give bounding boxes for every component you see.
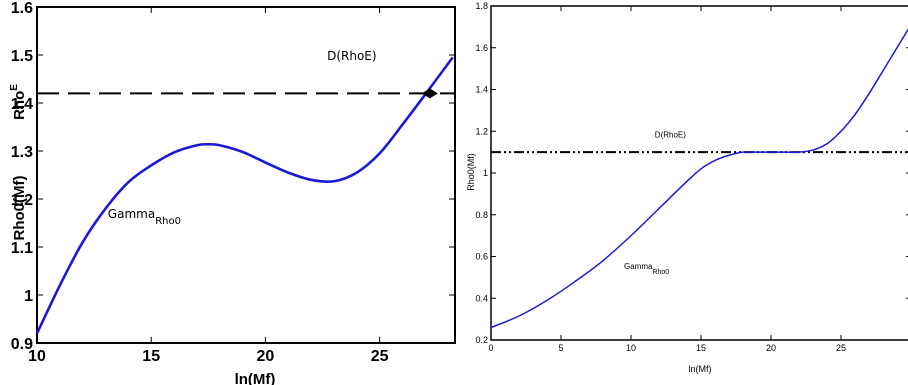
- y-tick-label: 1.4: [475, 85, 488, 95]
- y-axis-label: Rho0(Mf): [11, 176, 28, 241]
- intersection-marker: [421, 88, 438, 99]
- y-tick-label: 1.1: [11, 240, 33, 257]
- y-tick-label: 0.6: [475, 252, 488, 262]
- y-tick-label: 0.2: [475, 335, 488, 345]
- x-tick-label: 0: [488, 343, 493, 353]
- y-tick-label: 1: [483, 168, 488, 178]
- y-tick-label: 1.8: [475, 1, 488, 11]
- y-tick-label: 1.6: [475, 43, 488, 53]
- annotation: D(RhoE): [327, 49, 376, 63]
- x-tick-label: 20: [257, 348, 275, 365]
- x-tick-label: 25: [371, 348, 389, 365]
- y-tick-label: 0.8: [475, 210, 488, 220]
- y-tick-label: 1: [24, 288, 33, 305]
- y-axis-label: Rho0(Mf): [466, 153, 476, 191]
- annotation: GammaRho0: [108, 207, 181, 227]
- x-tick-label: 20: [766, 343, 776, 353]
- x-tick-label: 15: [696, 343, 706, 353]
- y-tick-label: 1.6: [11, 0, 33, 17]
- y-axis-label-rho-e: RhoE: [9, 84, 28, 120]
- data-series-line: [35, 56, 454, 334]
- y-tick-label: 0.9: [11, 336, 33, 353]
- x-tick-label: 25: [836, 343, 846, 353]
- x-tick-label: 5: [558, 343, 563, 353]
- y-tick-label: 1.2: [475, 126, 488, 136]
- annotation: GammaRho0: [624, 262, 669, 276]
- plot-frame: [490, 5, 908, 341]
- y-tick-label: 1.2: [11, 192, 33, 209]
- x-axis-label: ln(Mf): [235, 371, 276, 385]
- annotation: D(RhoE): [655, 131, 686, 140]
- y-tick-label: 1.3: [11, 144, 33, 161]
- plot-frame: [36, 6, 456, 344]
- y-tick-label: 1.4: [11, 96, 33, 113]
- x-axis-label: ln(Mf): [689, 364, 712, 374]
- rho-e-superscript: E: [9, 84, 20, 91]
- x-tick-label: 10: [28, 348, 46, 365]
- chart-right: 0 5 10 15 20 25 0.2 0.4 0.6 0.8 1 1.2 1.4 1.6 1.8 D(Rh…: [466, 1, 908, 374]
- x-tick-label: 15: [142, 348, 160, 365]
- data-series-line: [490, 28, 908, 329]
- y-tick-label: 0.4: [475, 293, 488, 303]
- y-tick-label: 1.5: [11, 48, 33, 65]
- rho-e-base: Rho: [11, 91, 28, 120]
- chart-left: 10 15 20 25 0.9 1 1.1 1.2 1.3 1.4 1.5 1.6 D(RhoE) Ga…: [9, 0, 456, 385]
- x-tick-label: 10: [626, 343, 636, 353]
